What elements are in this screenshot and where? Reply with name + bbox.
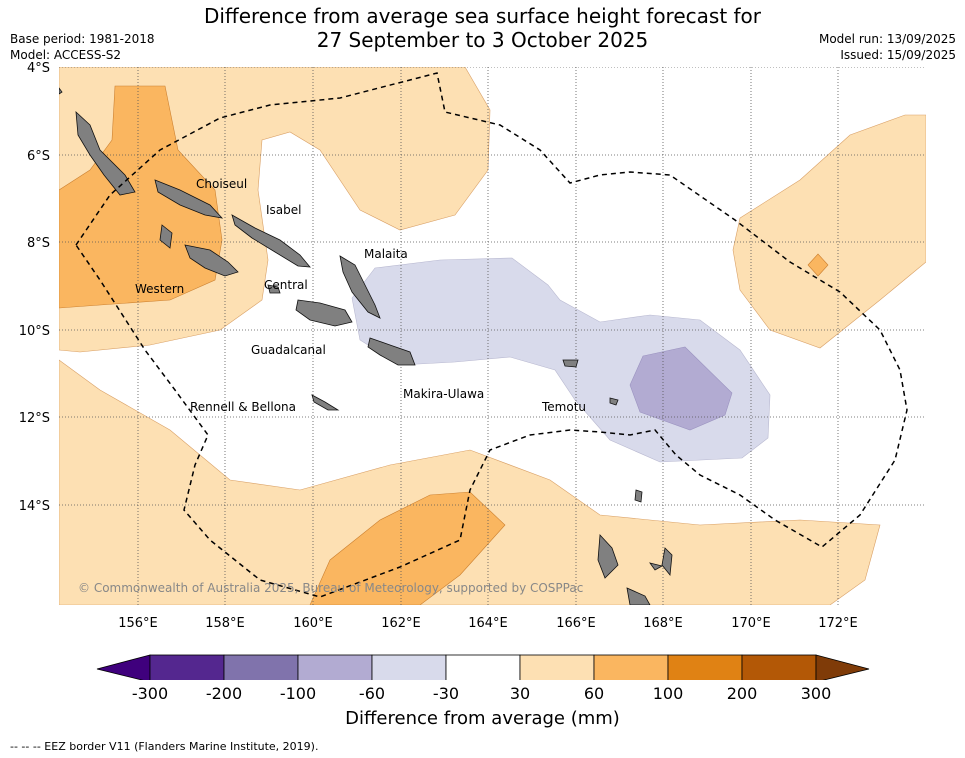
guadalcanal-island: [295, 299, 353, 327]
lat-label: 12°S: [19, 411, 50, 426]
place-western: Western: [135, 282, 184, 296]
vanuatu-island-2: [626, 587, 651, 605]
longitude-labels: 156°E 158°E 160°E 162°E 164°E 166°E 168°…: [118, 616, 858, 631]
anomaly-30-60-east: [732, 114, 926, 349]
colorbar-tick: -200: [205, 684, 243, 703]
vanuatu-island-5: [649, 562, 664, 571]
central-island: [267, 284, 281, 294]
colorbar-tick: -100: [279, 684, 317, 703]
colorbar-tick: -60: [358, 684, 386, 703]
vanuatu-island-1: [597, 534, 619, 579]
issued-date: Issued: 15/09/2025: [840, 48, 956, 62]
place-rennell-bellona: Rennell & Bellona: [190, 400, 296, 414]
new-georgia-island: [184, 244, 239, 277]
bougainville-island: [75, 111, 136, 196]
lat-label: 14°S: [19, 499, 50, 514]
title-line-2: 27 September to 3 October 2025: [316, 28, 649, 52]
place-labels: Choiseul Isabel Malaita Western Central …: [135, 177, 586, 414]
lon-label: 162°E: [381, 616, 421, 631]
vanuatu-island-4: [634, 489, 643, 503]
lon-label: 170°E: [731, 616, 771, 631]
colorbar-tick: 300: [800, 684, 832, 703]
place-choiseul: Choiseul: [196, 177, 247, 191]
place-makira-ulawa: Makira-Ulawa: [403, 387, 484, 401]
eez-border: [75, 72, 908, 598]
meta-left: Base period: 1981-2018 Model: ACCESS-S2: [10, 31, 155, 63]
makira-island: [367, 337, 416, 366]
map-plot-area: [59, 67, 926, 605]
place-central: Central: [264, 278, 308, 292]
temotu-island-2: [609, 397, 619, 406]
lat-label: 10°S: [19, 324, 50, 339]
lon-label: 172°E: [818, 616, 858, 631]
anomaly-60-100-east: [807, 253, 829, 277]
isabel-island: [231, 214, 311, 268]
colorbar-swatch: [371, 654, 447, 680]
choiseul-island: [154, 179, 224, 219]
lat-label: 4°S: [27, 61, 50, 76]
anomaly-neg60-neg100: [629, 346, 733, 431]
place-temotu: Temotu: [541, 400, 586, 414]
vella-lavella-island: [159, 224, 173, 249]
place-guadalcanal: Guadalcanal: [251, 343, 326, 357]
temotu-island-1: [562, 359, 579, 368]
colorbar-extend-low: [96, 654, 151, 680]
lat-label: 6°S: [27, 149, 50, 164]
colorbar-extend-high: [815, 654, 870, 680]
colorbar-tick: -300: [131, 684, 169, 703]
colorbar-swatch: [445, 654, 521, 680]
sea-level-map: 4°S 6°S 8°S 10°S 12°S 14°S 156°E 158°E 1…: [19, 61, 926, 680]
islands: [59, 87, 673, 605]
colorbar: [96, 654, 870, 680]
latitude-labels: 4°S 6°S 8°S 10°S 12°S 14°S: [19, 61, 50, 514]
place-isabel: Isabel: [266, 203, 301, 217]
colorbar-tick: 60: [583, 684, 605, 703]
lon-label: 164°E: [468, 616, 508, 631]
colorbar-swatch: [741, 654, 817, 680]
colorbar-tick: -30: [432, 684, 460, 703]
colorbar-swatch: [593, 654, 669, 680]
grid-lines: [59, 67, 926, 605]
lon-label: 156°E: [118, 616, 158, 631]
colorbar-swatch: [667, 654, 743, 680]
colorbar-label: Difference from average (mm): [345, 708, 620, 729]
colorbar-tick: 200: [726, 684, 758, 703]
colorbar-swatch: [519, 654, 595, 680]
lon-label: 158°E: [205, 616, 245, 631]
colorbar-swatch: [223, 654, 299, 680]
colorbar-tick: 100: [652, 684, 684, 703]
colorbar-swatch: [297, 654, 373, 680]
lat-label: 8°S: [27, 236, 50, 251]
colorbar-tick: 30: [509, 684, 531, 703]
lon-label: 166°E: [556, 616, 596, 631]
model-name: Model: ACCESS-S2: [10, 48, 122, 62]
lon-label: 168°E: [643, 616, 683, 631]
anomaly-60-100-west: [59, 85, 223, 309]
base-period: Base period: 1981-2018: [10, 32, 155, 46]
west-edge-island: [59, 87, 63, 95]
rennell-island: [311, 394, 340, 411]
copyright-notice: © Commonwealth of Australia 2025, Bureau…: [78, 581, 583, 595]
model-run: Model run: 13/09/2025: [818, 32, 956, 46]
eez-footnote: -- -- -- EEZ border V11 (Flanders Marine…: [10, 740, 319, 753]
title-line-1: Difference from average sea surface heig…: [203, 4, 762, 28]
place-malaita: Malaita: [364, 247, 408, 261]
malaita-island: [339, 255, 381, 319]
meta-right: Model run: 13/09/2025 Issued: 15/09/2025: [819, 31, 956, 63]
colorbar-swatch: [149, 654, 225, 680]
vanuatu-island-3: [661, 547, 673, 577]
lon-label: 160°E: [293, 616, 333, 631]
